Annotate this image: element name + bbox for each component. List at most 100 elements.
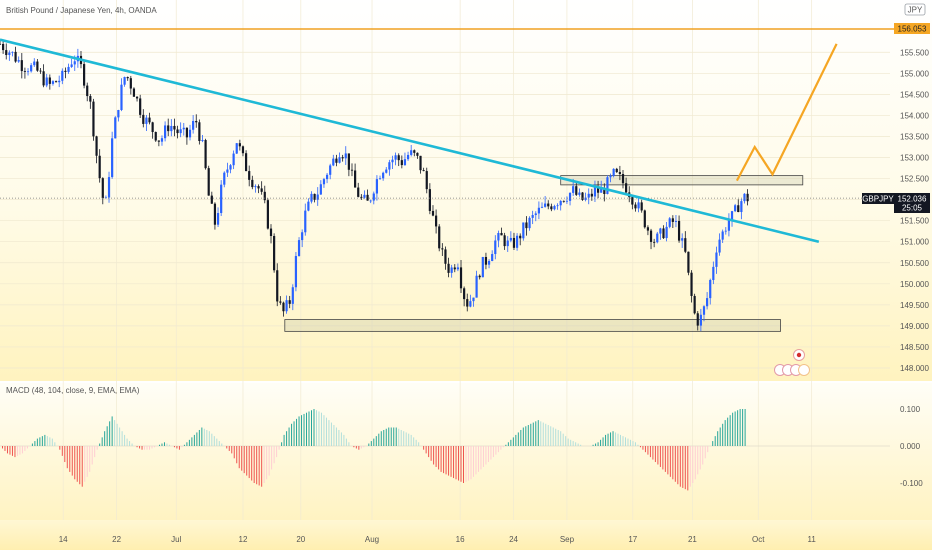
candle-body xyxy=(42,71,45,86)
candle-body xyxy=(173,125,176,130)
candle-body xyxy=(397,155,400,161)
candle-body xyxy=(391,159,394,163)
candle-body xyxy=(354,170,357,188)
support-resistance-zones xyxy=(284,175,804,332)
candle-body xyxy=(11,51,14,53)
symbol-tag: GBPJPY xyxy=(862,193,894,204)
y-tick-label: 151.000 xyxy=(900,238,929,247)
candle-body xyxy=(699,314,702,326)
candle-body xyxy=(631,197,634,205)
candle-body xyxy=(450,267,453,273)
level-price-tag: 156.053 xyxy=(894,23,930,34)
candle-body xyxy=(188,129,192,138)
candle-body xyxy=(649,230,653,242)
candle-body xyxy=(481,256,484,278)
candle-body xyxy=(522,222,525,239)
x-tick-label: 14 xyxy=(59,535,68,544)
candle-body xyxy=(201,140,204,141)
candle-body xyxy=(83,64,86,86)
candle-body xyxy=(329,165,332,175)
candle-body xyxy=(388,162,391,170)
candle-body xyxy=(668,218,671,227)
candle-body xyxy=(5,50,8,55)
candle-body xyxy=(244,153,248,172)
candle-body xyxy=(95,136,98,156)
candle-body xyxy=(307,201,310,211)
candle-body xyxy=(139,98,142,115)
event-marker-4-icon[interactable] xyxy=(798,364,810,376)
pane-separator xyxy=(0,381,932,383)
candle-body xyxy=(92,101,95,137)
candle-body xyxy=(241,146,245,154)
candle-body xyxy=(693,295,696,314)
candle-body xyxy=(207,168,210,196)
candle-body xyxy=(185,127,188,138)
candle-body xyxy=(463,288,466,300)
candle-body xyxy=(718,239,721,253)
candle-body xyxy=(135,96,139,99)
price-axis: 155.500 155.000 154.500 154.000 153.500 153.0… xyxy=(900,48,929,488)
candle-body xyxy=(547,203,550,207)
candle-body xyxy=(17,60,20,62)
candle-body xyxy=(120,84,123,111)
candle-body xyxy=(154,132,157,141)
candle-body xyxy=(251,179,254,188)
y-tick-label: 153.000 xyxy=(900,154,929,163)
x-tick-label: 22 xyxy=(112,535,121,544)
candle-body xyxy=(33,61,36,66)
candle-body xyxy=(123,77,126,85)
candle-body xyxy=(572,186,575,193)
candle-body xyxy=(730,211,734,221)
time-axis: 14 22 Jul 12 20 Aug 16 24 Sep 17 21 Oct 11 xyxy=(59,535,817,544)
candle-body xyxy=(107,177,111,198)
y-tick-label: 151.500 xyxy=(900,217,929,226)
candle-body xyxy=(578,192,581,195)
candle-body xyxy=(54,81,58,83)
candle-body xyxy=(478,275,481,278)
candle-body xyxy=(347,153,350,170)
currency-badge[interactable]: JPY xyxy=(904,3,926,16)
candle-body xyxy=(603,188,606,194)
candle-body xyxy=(58,80,61,83)
candle-body xyxy=(600,188,603,193)
candle-body xyxy=(406,154,410,160)
candle-body xyxy=(257,186,260,189)
candle-body xyxy=(36,61,39,71)
candle-body xyxy=(73,61,76,65)
chart-title: British Pound / Japanese Yen, 4h, OANDA xyxy=(6,6,157,15)
candle-body xyxy=(198,122,201,141)
candle-body xyxy=(2,44,5,51)
candle-body xyxy=(441,248,444,250)
candle-body xyxy=(26,71,30,73)
candle-body xyxy=(316,194,319,200)
y-tick-label: 148.000 xyxy=(900,364,929,373)
y-tick-label: 148.500 xyxy=(900,343,929,352)
candle-body xyxy=(590,193,593,197)
x-tick-label: 16 xyxy=(456,535,465,544)
candle-body xyxy=(740,201,743,213)
currency-badge-label: JPY xyxy=(908,6,923,15)
candle-body xyxy=(132,88,136,97)
price-candles xyxy=(0,39,749,332)
candle-body xyxy=(126,77,129,79)
candle-body xyxy=(643,210,646,228)
x-tick-label: 11 xyxy=(808,535,817,544)
candle-body xyxy=(497,232,500,241)
candle-body xyxy=(254,186,257,188)
candle-body xyxy=(491,254,494,262)
event-markers[interactable] xyxy=(774,349,810,376)
candle-body xyxy=(606,177,609,194)
candle-body xyxy=(709,280,712,299)
candle-body xyxy=(537,207,540,214)
candle-body xyxy=(665,226,668,239)
candle-body xyxy=(702,306,706,315)
candle-body xyxy=(677,220,681,241)
candle-body xyxy=(550,206,553,210)
candle-body xyxy=(288,300,291,304)
candle-body xyxy=(469,301,472,307)
x-tick-label: 24 xyxy=(509,535,518,544)
candle-body xyxy=(325,174,329,180)
y-tick-label: 149.000 xyxy=(900,322,929,331)
x-tick-label: Aug xyxy=(365,535,379,544)
candle-body xyxy=(238,143,241,147)
